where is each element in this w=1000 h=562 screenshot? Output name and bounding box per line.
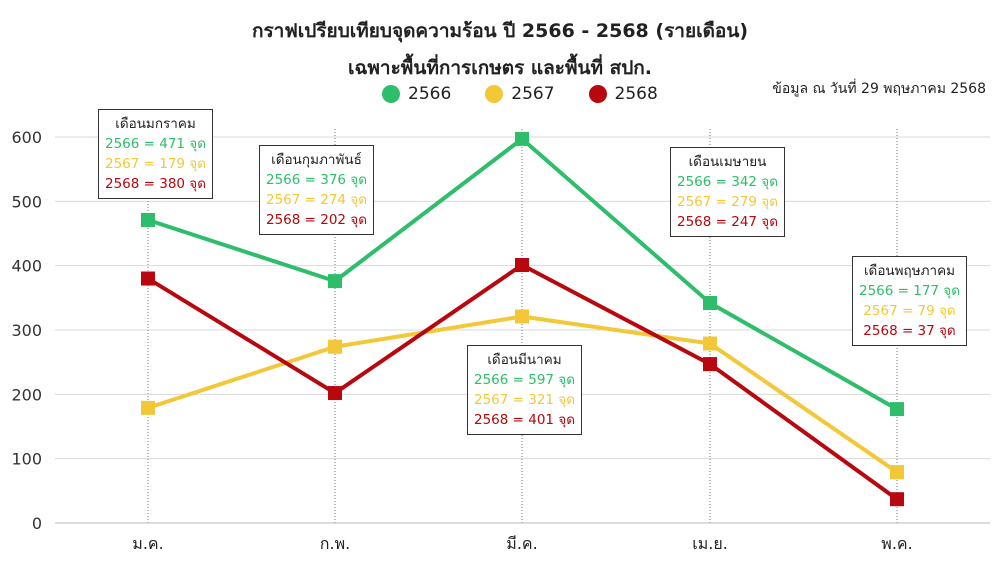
legend: 2566 2567 2568 <box>382 84 658 104</box>
data-point-2567 <box>328 339 342 354</box>
annotation-line-2568: 2568 = 247 จุด <box>677 214 778 230</box>
annotation-line-2566: 2566 = 342 จุด <box>677 174 778 190</box>
annotation-box-may: เดือนพฤษภาคม 2566 = 177 จุด 2567 = 79 จุ… <box>852 256 967 346</box>
x-tick-label: ก.พ. <box>320 534 350 553</box>
data-point-2568 <box>328 386 342 401</box>
annotation-line-2568: 2568 = 380 จุด <box>105 176 206 192</box>
annotation-title: เดือนมีนาคม <box>487 352 562 368</box>
data-point-2567 <box>703 336 717 351</box>
legend-item-2567: 2567 <box>485 84 555 104</box>
legend-item-2568: 2568 <box>588 84 658 104</box>
data-point-2566 <box>515 131 529 146</box>
data-date-note: ข้อมูล ณ วันที่ 29 พฤษภาคม 2568 <box>772 81 986 97</box>
annotation-title: เดือนพฤษภาคม <box>863 263 956 279</box>
y-tick-label: 100 <box>11 450 42 469</box>
x-tick-label: เม.ย. <box>692 534 728 553</box>
legend-label-2566: 2566 <box>408 84 452 104</box>
annotation-line-2566: 2566 = 376 จุด <box>266 172 367 188</box>
annotation-title: เดือนมกราคม <box>115 116 196 132</box>
annotation-line-2566: 2566 = 597 จุด <box>474 372 575 388</box>
data-point-2566 <box>141 212 155 227</box>
legend-marker-2566 <box>382 85 400 103</box>
data-point-2568 <box>515 258 529 273</box>
data-point-2567 <box>141 400 155 415</box>
annotation-box-feb: เดือนกุมภาพันธ์ 2566 = 376 จุด 2567 = 27… <box>259 145 374 235</box>
annotation-title: เดือนเมษายน <box>688 154 767 170</box>
data-point-2568 <box>141 271 155 286</box>
x-tick-label: มี.ค. <box>506 534 537 553</box>
data-point-2568 <box>703 357 717 372</box>
y-tick-label: 600 <box>11 128 42 147</box>
legend-marker-2567 <box>485 85 504 103</box>
annotation-line-2566: 2566 = 177 จุด <box>859 283 960 299</box>
y-tick-label: 300 <box>11 321 42 340</box>
annotation-line-2567: 2567 = 179 จุด <box>105 156 206 172</box>
annotation-line-2568: 2568 = 202 จุด <box>266 212 367 228</box>
data-point-2566 <box>890 402 904 417</box>
annotation-box-jan: เดือนมกราคม 2566 = 471 จุด 2567 = 179 จุ… <box>98 109 213 199</box>
y-tick-label: 500 <box>11 192 42 211</box>
data-point-2567 <box>515 309 529 324</box>
annotation-line-2567: 2567 = 279 จุด <box>677 194 778 210</box>
chart-subtitle: เฉพาะพื้นที่การเกษตร และพื้นที่ สปก. <box>347 57 653 79</box>
annotation-box-apr: เดือนเมษายน 2566 = 342 จุด 2567 = 279 จุ… <box>670 147 785 237</box>
annotation-title: เดือนกุมภาพันธ์ <box>271 152 362 168</box>
legend-marker-2568 <box>588 85 607 103</box>
annotation-line-2566: 2566 = 471 จุด <box>105 136 206 152</box>
x-tick-label: ม.ค. <box>132 534 163 553</box>
annotation-line-2568: 2568 = 37 จุด <box>863 323 956 339</box>
y-tick-label: 0 <box>32 514 42 533</box>
data-point-2567 <box>890 465 904 480</box>
legend-label-2567: 2567 <box>511 84 555 104</box>
legend-item-2566: 2566 <box>382 84 451 104</box>
chart-title: กราฟเปรียบเทียบจุดความร้อน ปี 2566 - 256… <box>251 20 749 42</box>
annotation-line-2568: 2568 = 401 จุด <box>474 412 575 428</box>
y-tick-label: 200 <box>11 385 42 404</box>
annotation-line-2567: 2567 = 79 จุด <box>863 303 956 319</box>
x-tick-label: พ.ค. <box>881 534 912 553</box>
annotation-line-2567: 2567 = 321 จุด <box>474 392 575 408</box>
legend-label-2568: 2568 <box>614 84 658 104</box>
y-tick-label: 400 <box>11 257 42 276</box>
annotation-box-mar: เดือนมีนาคม 2566 = 597 จุด 2567 = 321 จุ… <box>467 345 582 435</box>
data-point-2566 <box>328 274 342 289</box>
data-point-2566 <box>703 295 717 310</box>
data-point-2568 <box>890 492 904 507</box>
annotation-line-2567: 2567 = 274 จุด <box>266 192 367 208</box>
